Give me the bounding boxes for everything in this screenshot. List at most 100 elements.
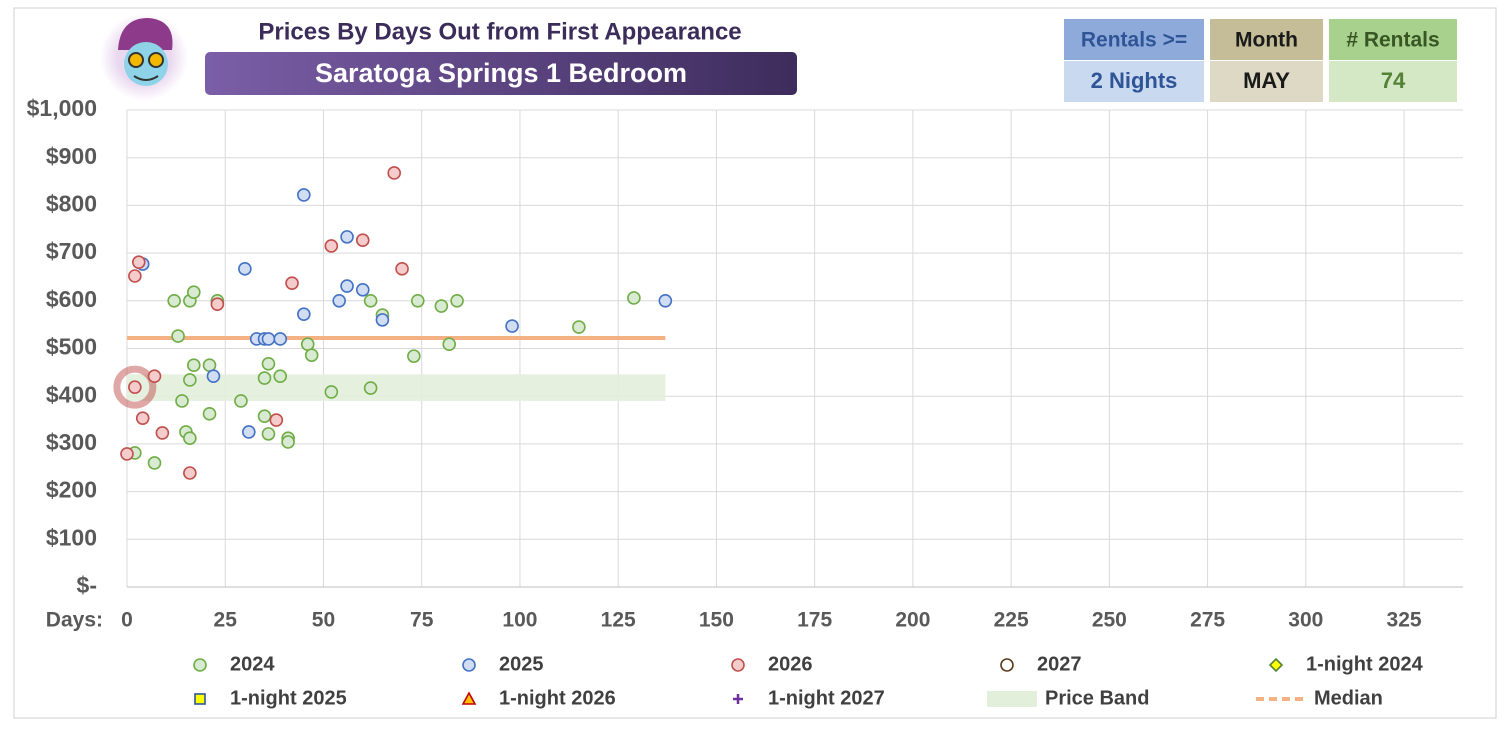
point: [261, 427, 276, 441]
y-tick-label: $300: [46, 429, 97, 455]
x-tick-label: 325: [1387, 609, 1422, 632]
y-tick-label: $500: [46, 334, 97, 360]
point: [206, 369, 221, 383]
y-tick-label: $700: [46, 238, 97, 264]
x-tick-label: 75: [410, 609, 434, 632]
legend-label: 1-night 2025: [230, 687, 347, 709]
point: [461, 691, 477, 705]
chart-subtitle: Saratoga Springs 1 Bedroom: [315, 58, 687, 88]
x-tick-label: 125: [601, 609, 636, 632]
legend-label: 2024: [230, 653, 275, 675]
chart-title: Prices By Days Out from First Appearance: [258, 18, 741, 45]
legend-label: 1-night 2027: [768, 687, 885, 709]
point: [505, 319, 519, 333]
legend-label: 2025: [499, 653, 544, 675]
panel-value: 74: [1381, 68, 1406, 93]
logo: [100, 13, 188, 101]
highlight-ring: [113, 365, 157, 409]
point: [340, 230, 354, 244]
point: [257, 371, 272, 385]
x-tick-label: 175: [797, 609, 832, 632]
x-tick-label: 25: [214, 609, 238, 632]
point: [210, 297, 225, 311]
point: [733, 694, 743, 704]
legend-label: 1-night 2026: [499, 687, 616, 709]
point: [731, 658, 745, 672]
y-tick-label: $600: [46, 286, 97, 312]
panel-label: Month: [1235, 29, 1298, 52]
y-tick-label: $1,000: [27, 95, 97, 121]
point: [187, 285, 201, 300]
panel-header: [1210, 19, 1323, 60]
point: [297, 307, 311, 321]
panel-value: MAY: [1243, 68, 1290, 93]
point: [572, 320, 586, 334]
point: [434, 299, 449, 313]
point: [131, 255, 146, 269]
point: [410, 293, 425, 308]
point: [234, 394, 248, 408]
x-tick-label: 50: [312, 609, 335, 632]
legend-label: 1-night 2024: [1306, 653, 1424, 675]
panel-body: [1210, 61, 1323, 102]
point: [387, 166, 402, 180]
plot-area: $- $100 $200 $300 $400 $500 $600 $700 $800 $900 $1…: [27, 95, 1463, 632]
x-tick-label: 250: [1092, 609, 1127, 632]
panel-body: [1329, 61, 1457, 102]
y-tick-label: $400: [46, 381, 97, 407]
point: [297, 188, 311, 202]
legend-swatch: [987, 691, 1037, 707]
point: [273, 332, 288, 346]
point: [183, 466, 197, 480]
x-tick-label: 100: [502, 609, 537, 632]
info-panels: Rentals >= 2 Nights Month MAY # Rentals 74: [1064, 19, 1457, 102]
point: [167, 293, 181, 308]
point: [363, 293, 378, 308]
panel-header: [1329, 19, 1457, 60]
point: [363, 381, 378, 395]
x-tick-label: 300: [1288, 609, 1323, 632]
point: [355, 233, 370, 248]
point: [147, 456, 162, 470]
x-tick-label: 275: [1190, 609, 1225, 632]
legend-label: Median: [1314, 687, 1383, 709]
point: [194, 693, 206, 705]
point: [340, 279, 354, 293]
point: [202, 407, 217, 421]
point: [261, 332, 276, 346]
x-tick-label: 225: [994, 609, 1029, 632]
y-tick-label: $-: [77, 572, 97, 598]
y-tick-label: $200: [46, 477, 97, 503]
point: [261, 356, 276, 371]
x-tick-label: 200: [895, 609, 930, 632]
panel-label: # Rentals: [1346, 29, 1439, 52]
point: [155, 426, 170, 440]
x-tick-label: 0: [121, 609, 133, 632]
point: [128, 269, 142, 283]
x-axis-label: Days:: [46, 609, 103, 632]
point: [442, 337, 457, 352]
panel-label: Rentals >=: [1081, 29, 1187, 52]
point: [238, 262, 252, 276]
point: [1000, 658, 1014, 672]
point: [407, 349, 421, 363]
point: [171, 329, 185, 343]
y-tick-label: $100: [46, 524, 97, 550]
point: [324, 385, 339, 399]
point: [462, 658, 476, 672]
x-tick-label: 150: [699, 609, 734, 632]
point: [135, 411, 150, 425]
y-tick-label: $900: [46, 143, 97, 169]
point: [324, 239, 339, 253]
y-tick-label: $800: [46, 190, 97, 216]
panel-header: [1064, 19, 1204, 60]
point: [355, 283, 370, 297]
point: [285, 276, 299, 290]
point: [175, 394, 189, 408]
point: [395, 262, 409, 276]
point: [273, 369, 288, 383]
legend-label: 2026: [768, 653, 813, 675]
point: [183, 431, 197, 445]
